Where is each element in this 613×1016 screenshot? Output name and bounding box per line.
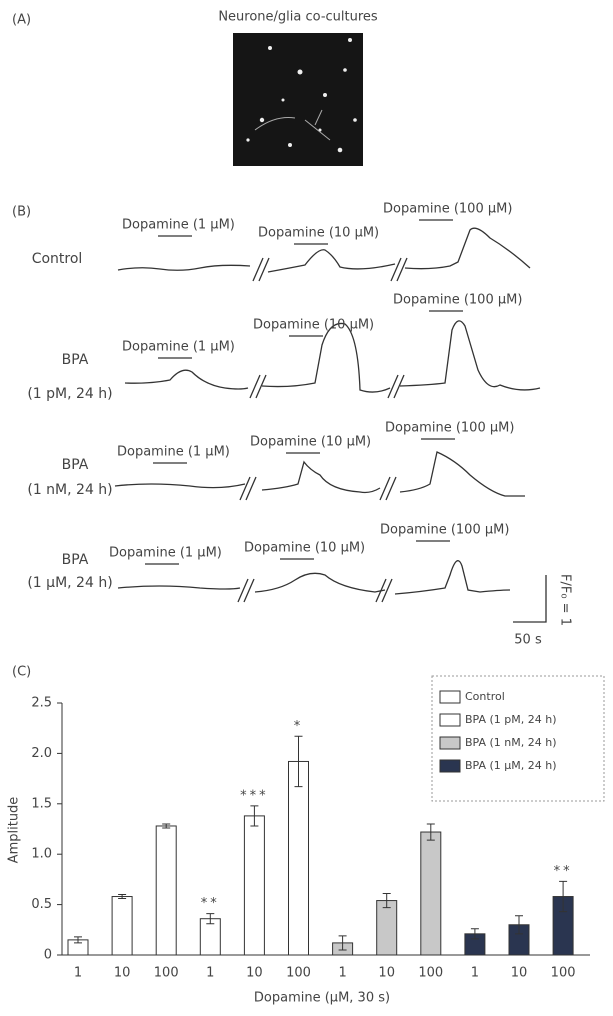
error-bar [338, 935, 347, 951]
traces [114, 227, 547, 623]
stimulus-label: Dopamine (100 μM) [385, 421, 514, 436]
y-tick-label: 0 [44, 948, 52, 963]
row-label: Control [32, 251, 83, 267]
y-tick-label: 2.5 [31, 696, 52, 711]
error-bar [162, 823, 171, 829]
x-tick-label: 10 [511, 966, 528, 981]
y-tick-label: 1.0 [31, 847, 52, 862]
significance: * [294, 719, 304, 734]
x-tick-label: 100 [286, 966, 311, 981]
scale-label: 50 s [514, 633, 542, 648]
x-tick-label: 100 [418, 966, 443, 981]
error-bar [515, 915, 523, 935]
stimulus-label: Dopamine (10 μM) [250, 435, 371, 450]
error-bar [74, 936, 82, 944]
stimulus-label: Dopamine (1 μM) [122, 340, 235, 355]
error-bar [470, 928, 479, 940]
x-tick-label: 10 [114, 966, 131, 981]
x-tick-label: 1 [338, 966, 346, 981]
y-tick-label: 0.5 [31, 897, 52, 912]
error-bar [294, 735, 303, 788]
x-tick-label: 1 [471, 966, 479, 981]
row-label: BPA [62, 552, 89, 568]
scale-label: F/F₀ = 1 [558, 574, 573, 626]
legend-label: BPA (1 pM, 24 h) [465, 713, 557, 726]
legend-box [431, 675, 605, 802]
panel-title: Neurone/glia co-cultures [218, 10, 378, 25]
x-tick-label: 100 [154, 966, 179, 981]
legend-swatch [439, 690, 461, 704]
stimulus-label: Dopamine (100 μM) [380, 523, 509, 538]
significance: ** [201, 896, 220, 911]
legend-label: Control [465, 690, 505, 703]
legend-swatch [439, 736, 461, 750]
row-label: (1 nM, 24 h) [27, 482, 112, 498]
significance: *** [240, 788, 269, 803]
row-label: BPA [62, 352, 89, 368]
y-tick-label: 2.0 [31, 746, 52, 761]
x-axis-title: Dopamine (μM, 30 s) [254, 991, 390, 1006]
x-tick-label: 100 [551, 966, 576, 981]
stimulus-label: Dopamine (1 μM) [109, 546, 222, 561]
stimulus-label: Dopamine (100 μM) [383, 202, 512, 217]
error-bar [118, 894, 127, 900]
x-tick-label: 1 [74, 966, 82, 981]
error-bar [426, 823, 435, 841]
row-label: BPA [62, 457, 89, 473]
legend-label: BPA (1 μM, 24 h) [465, 759, 557, 772]
row-label: (1 pM, 24 h) [27, 386, 112, 402]
bar [111, 896, 133, 956]
panel-label: (A) [12, 13, 31, 28]
panel-label: (B) [12, 205, 31, 220]
bar [288, 760, 309, 956]
legend-swatch [439, 759, 461, 773]
bar [155, 825, 177, 956]
bar [420, 831, 442, 956]
error-bar [250, 805, 259, 827]
error-bar [559, 880, 568, 913]
x-tick-label: 10 [246, 966, 263, 981]
stimulus-label: Dopamine (10 μM) [258, 226, 379, 241]
stimulus-label: Dopamine (1 μM) [117, 445, 230, 460]
y-tick-label: 1.5 [31, 796, 52, 811]
error-bar [382, 893, 391, 909]
bar [376, 900, 398, 956]
legend-swatch [439, 713, 461, 727]
x-tick-label: 1 [206, 966, 214, 981]
significance: ** [554, 864, 573, 879]
x-tick-label: 10 [378, 966, 395, 981]
stimulus-label: Dopamine (1 μM) [122, 218, 235, 233]
bar [243, 815, 265, 956]
stimulus-label: Dopamine (10 μM) [244, 541, 365, 556]
error-bar [206, 913, 215, 925]
y-axis-title: Amplitude [7, 797, 22, 864]
row-label: (1 μM, 24 h) [27, 575, 112, 591]
legend-label: BPA (1 nM, 24 h) [465, 736, 557, 749]
stimulus-label: Dopamine (100 μM) [393, 293, 522, 308]
panel-label: (C) [12, 665, 31, 680]
micrograph [233, 33, 363, 166]
stimulus-label: Dopamine (10 μM) [253, 318, 374, 333]
